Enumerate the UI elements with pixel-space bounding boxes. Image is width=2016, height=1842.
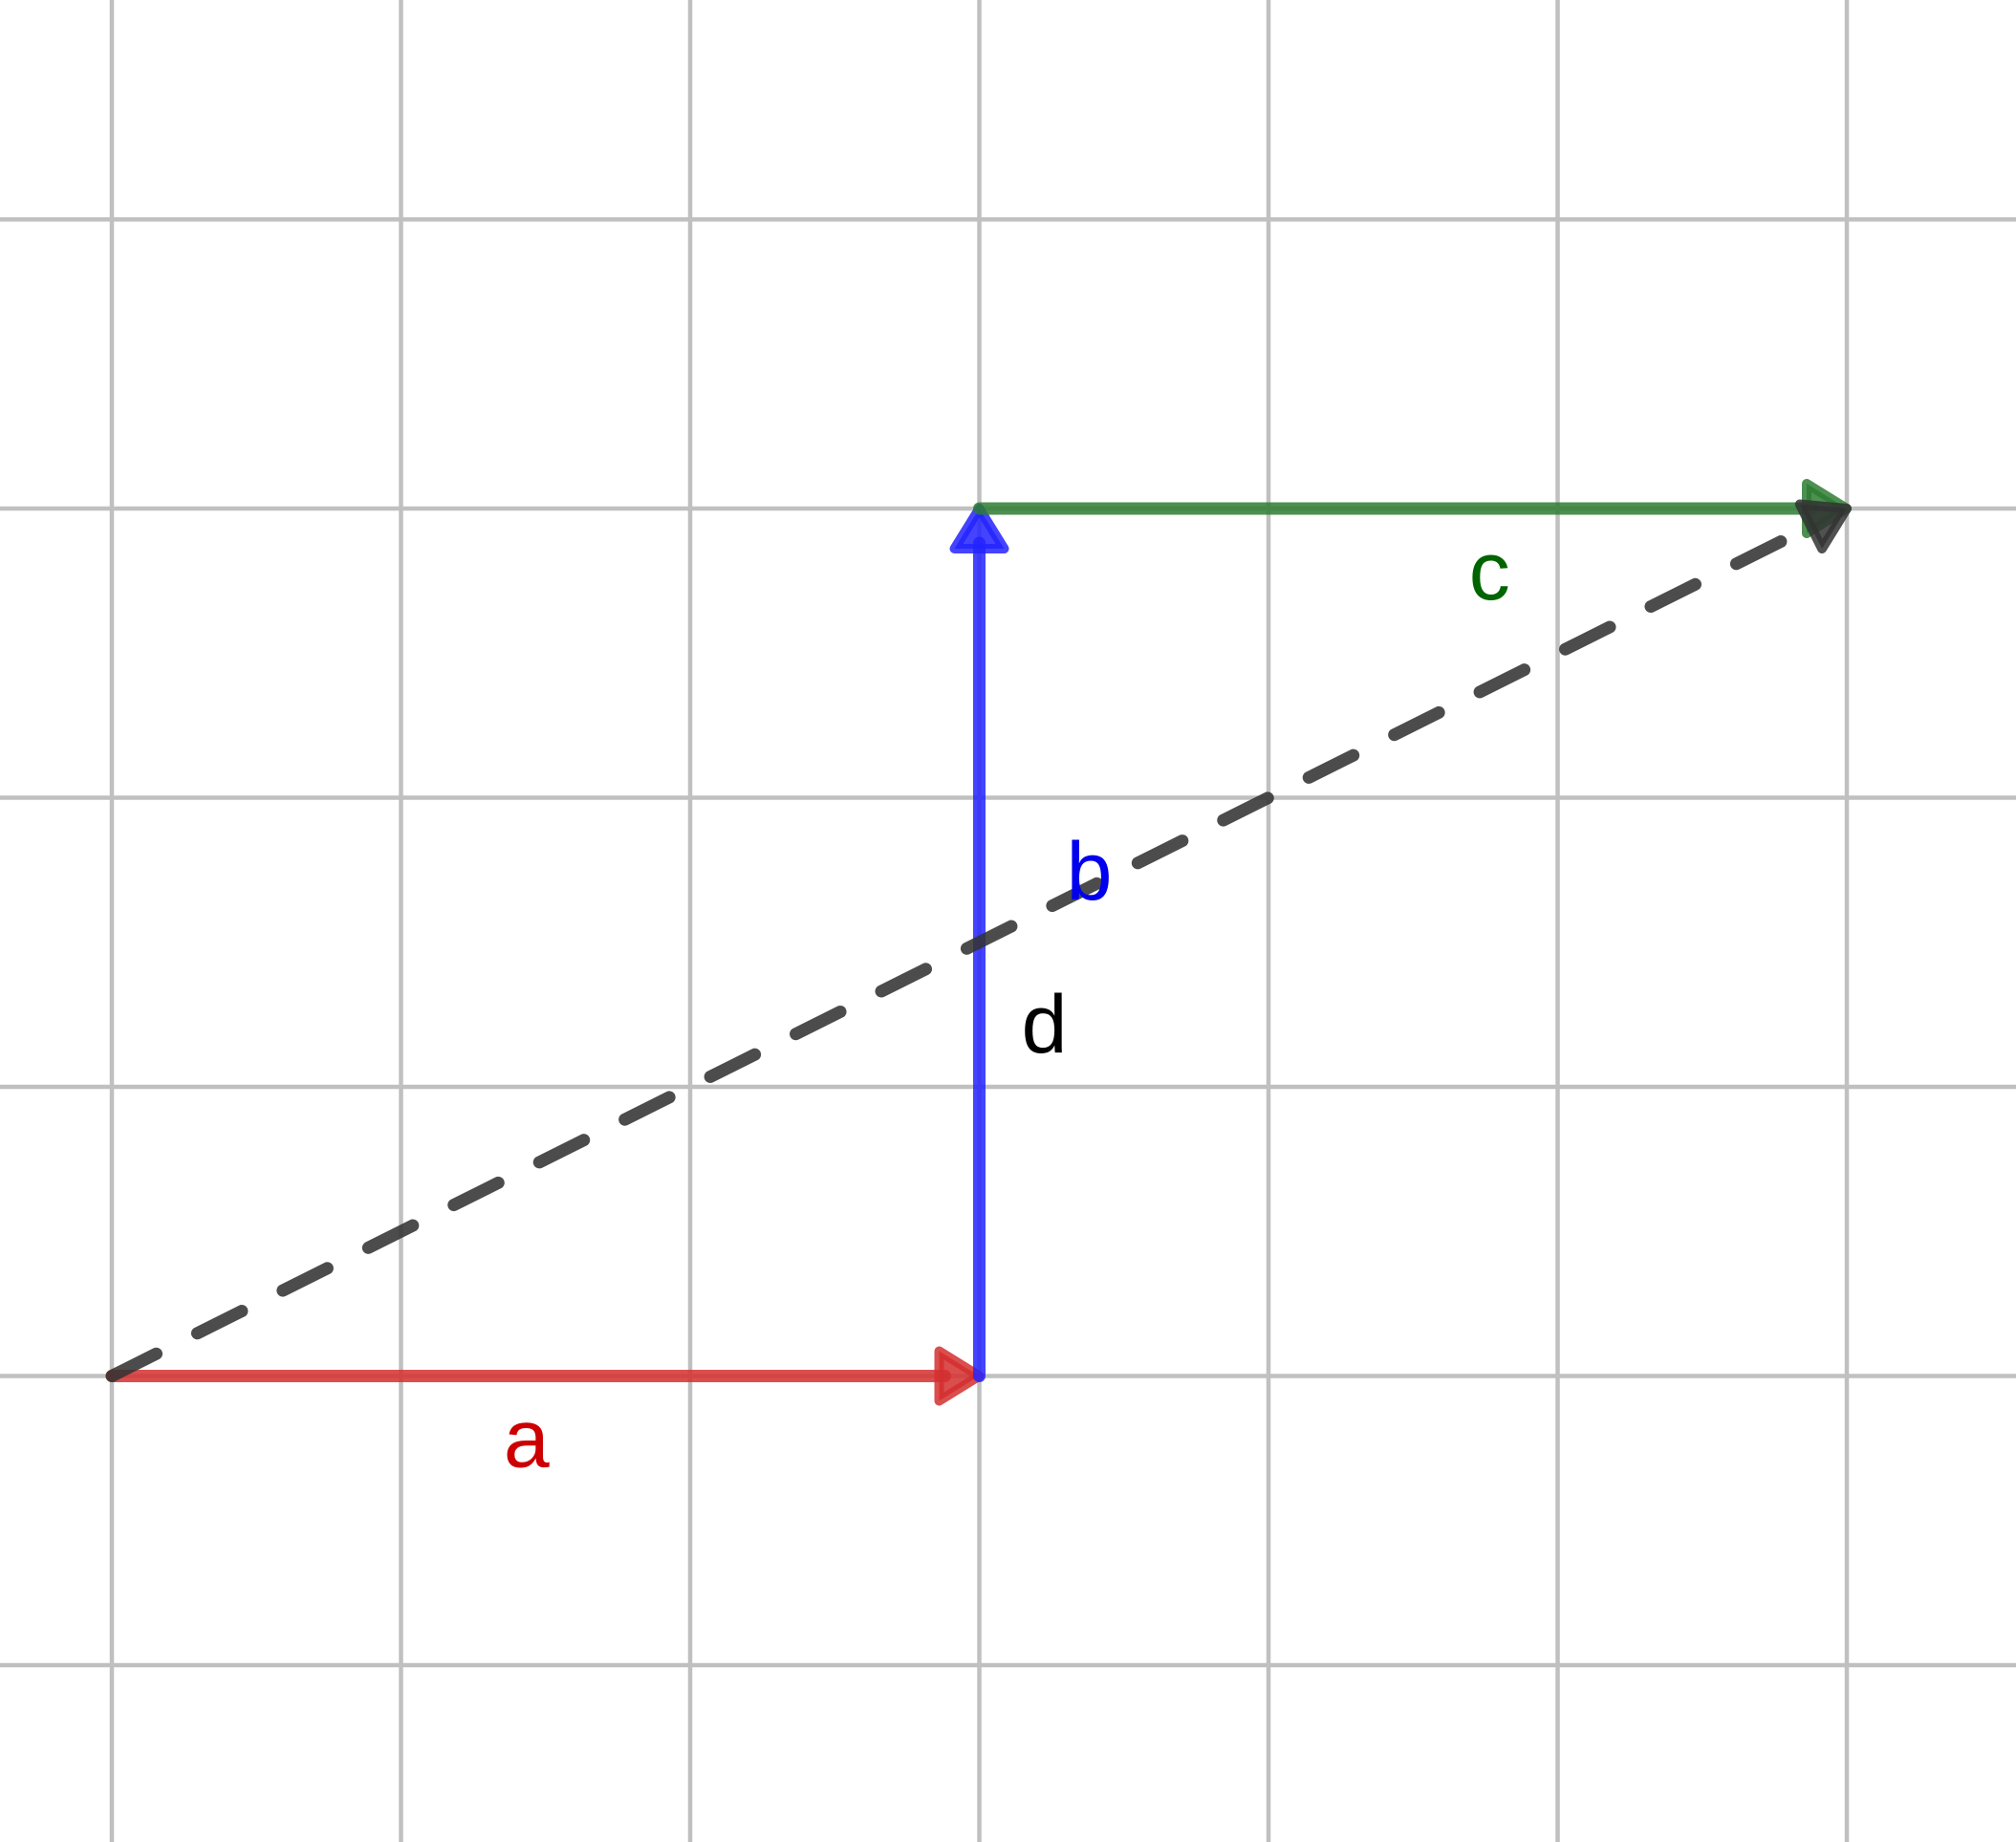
vector-b	[949, 504, 1009, 1382]
vector-c-label: c	[1469, 526, 1510, 618]
vector-d-arrowhead	[1794, 499, 1852, 554]
vector-a	[105, 1346, 985, 1406]
vectors	[105, 479, 1852, 1406]
vector-b-arrowhead	[949, 504, 1009, 553]
vector-d-label: d	[1022, 979, 1068, 1071]
vector-c	[973, 479, 1852, 538]
vector-b-label: b	[1067, 826, 1113, 918]
vector-d	[105, 499, 1852, 1382]
vector-a-arrowhead	[934, 1346, 985, 1406]
vector-a-label: a	[504, 1394, 550, 1485]
vector-d-shaft	[105, 517, 1823, 1382]
vector-labels: a b c d	[504, 526, 1510, 1485]
